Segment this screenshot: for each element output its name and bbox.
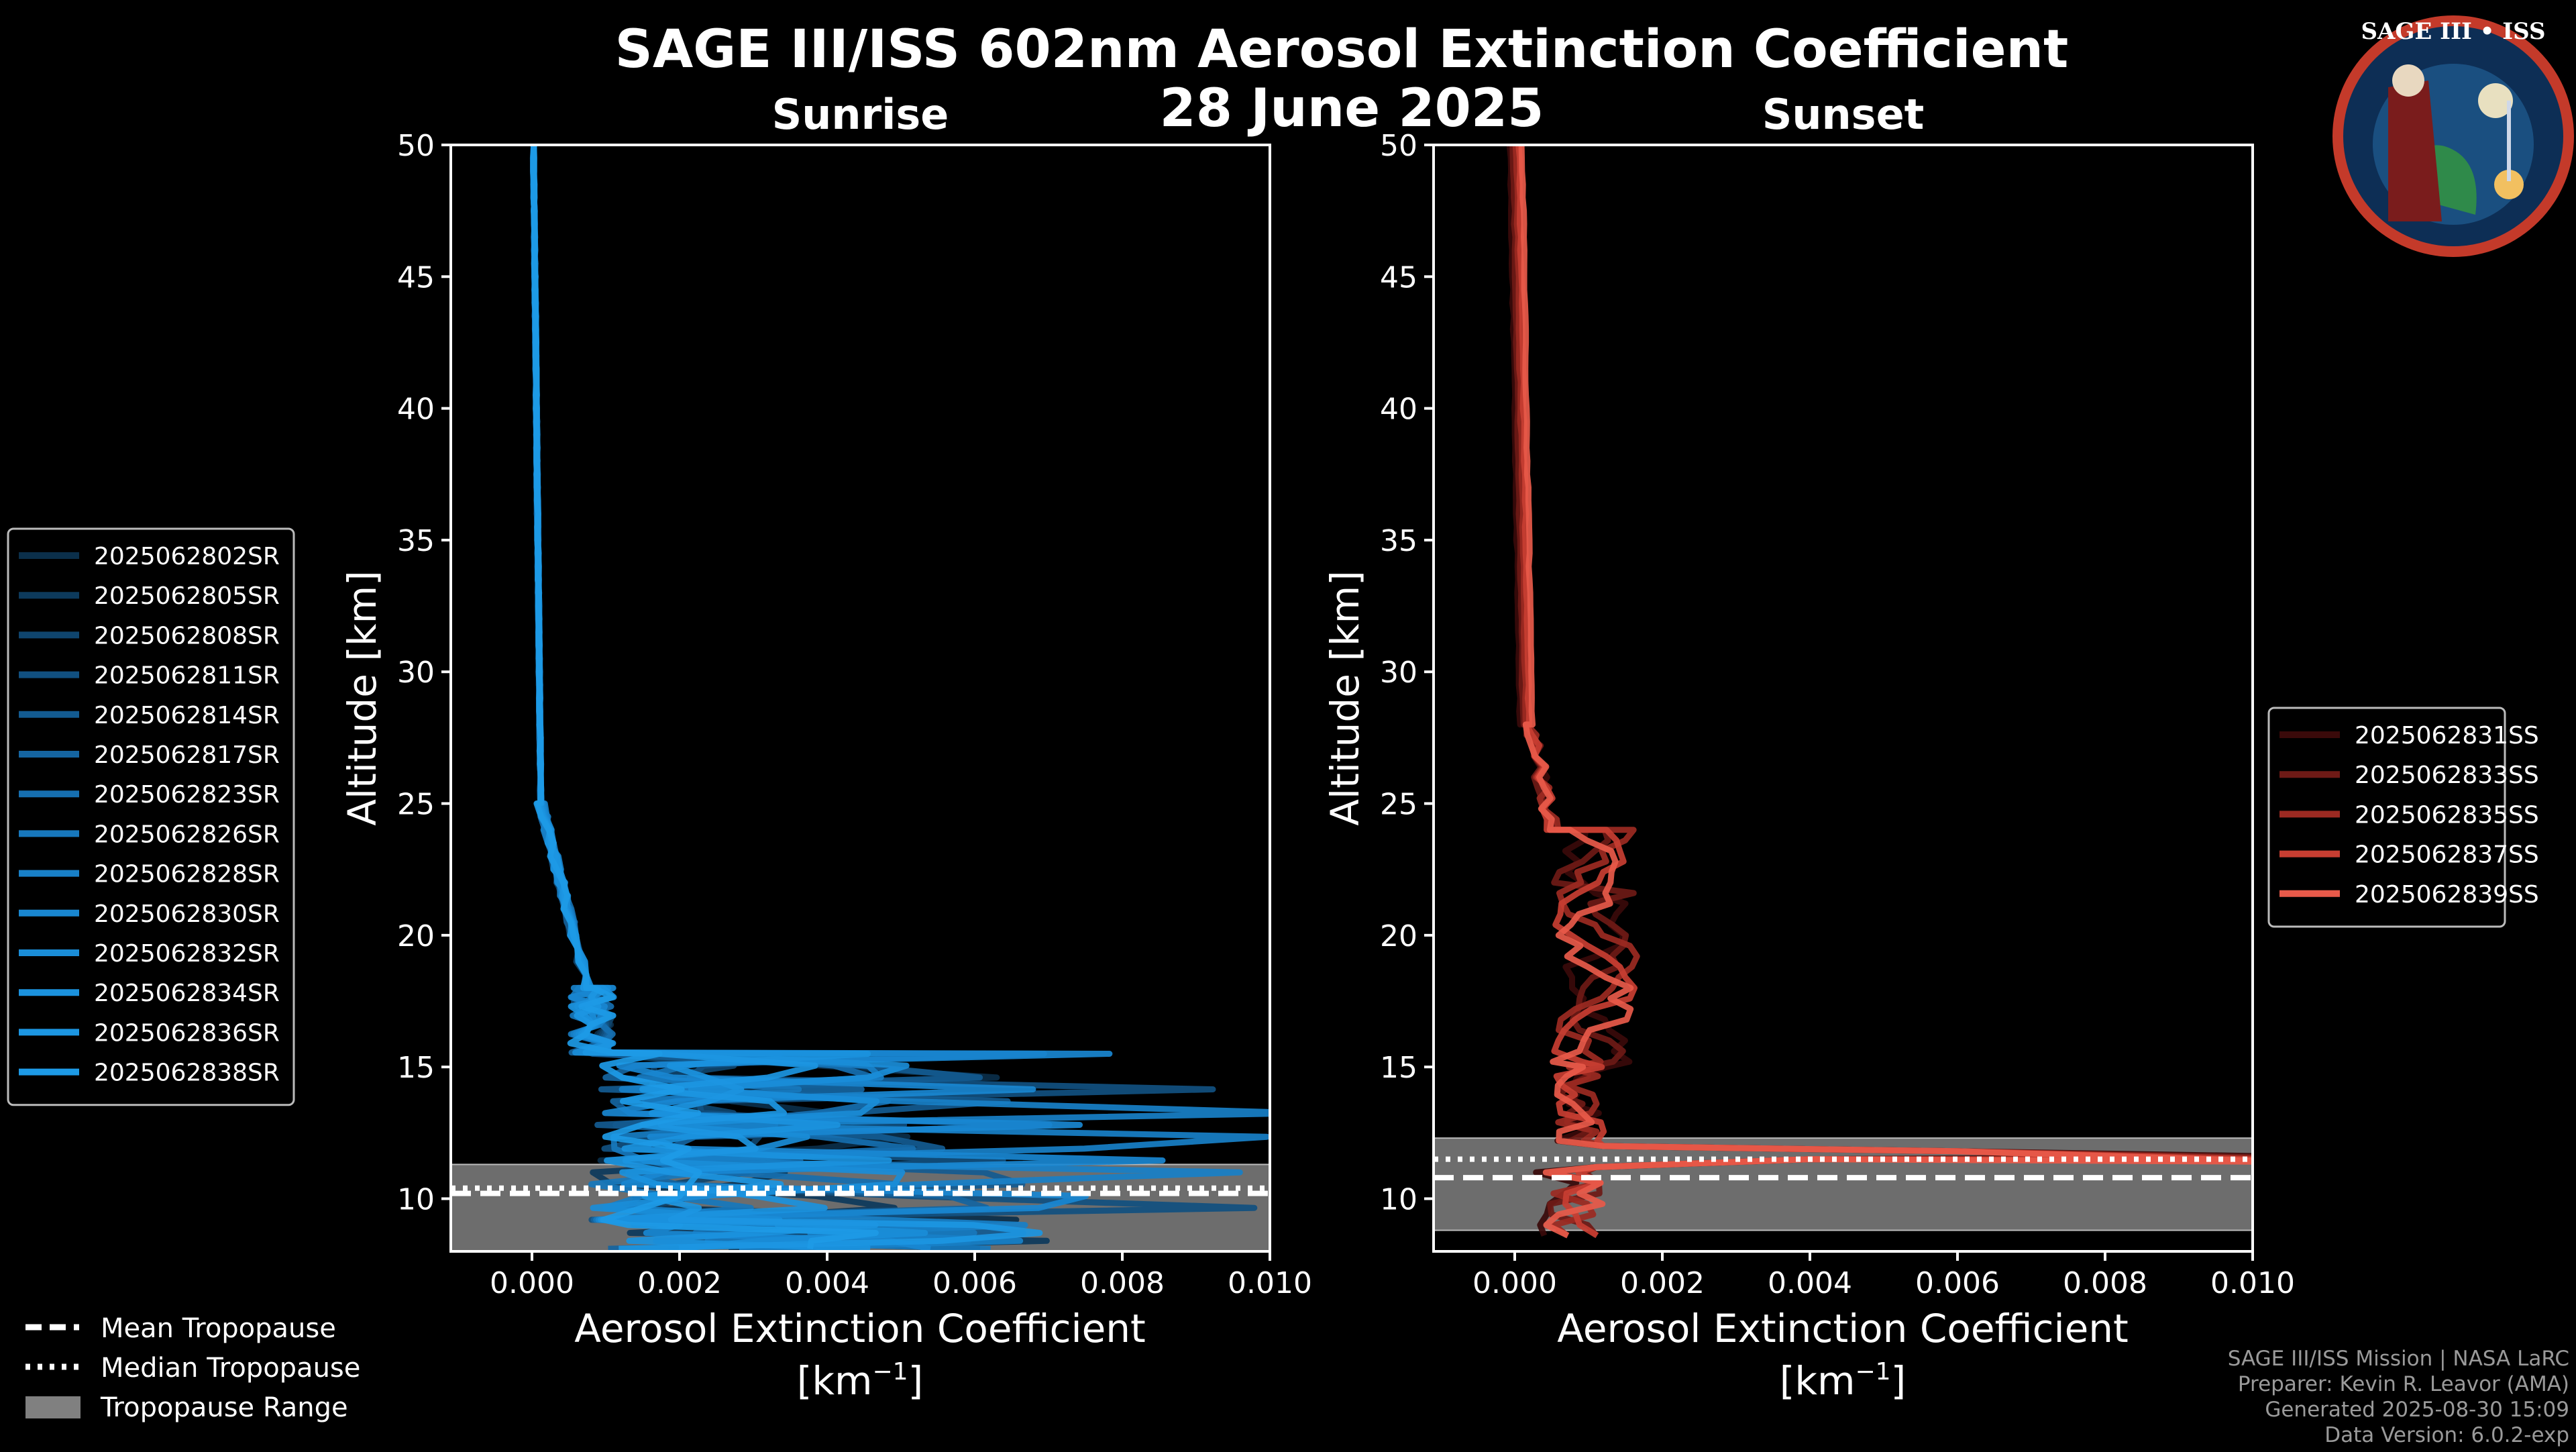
legend-entry-2025062830SR: 2025062830SR <box>94 900 280 928</box>
legend-tropopause-range: Tropopause Range <box>100 1392 348 1423</box>
x-tick-label: 0.000 <box>1472 1266 1557 1300</box>
x-axis-unit-base: [km <box>1780 1358 1856 1404</box>
profile-line-2025062831SS <box>1506 145 2253 1237</box>
legend-entry-2025062817SR: 2025062817SR <box>94 741 280 769</box>
plot-area <box>1434 145 2253 1239</box>
figure-title-line1: SAGE III/ISS 602nm Aerosol Extinction Co… <box>615 19 2069 80</box>
legend-entry-2025062811SR: 2025062811SR <box>94 662 280 690</box>
legend-entry-2025062834SR: 2025062834SR <box>94 980 280 1007</box>
tropopause-legend: Mean Tropopause Median Tropopause Tropop… <box>25 1313 360 1423</box>
legend-entry-2025062839SS: 2025062839SS <box>2355 881 2539 909</box>
x-axis-unit-end: ] <box>908 1358 924 1404</box>
y-tick-label: 30 <box>397 656 435 690</box>
legend-entry-2025062802SR: 2025062802SR <box>94 543 280 570</box>
y-tick-label: 40 <box>1380 393 1417 427</box>
sunrise-legend: 2025062802SR 2025062805SR 2025062808SR 2025… <box>7 527 295 1106</box>
x-tick-label: 0.006 <box>932 1266 1017 1300</box>
legend-entry-2025062823SR: 2025062823SR <box>94 781 280 809</box>
x-tick-label: 0.004 <box>1768 1266 1852 1300</box>
y-tick-label: 20 <box>1380 919 1417 953</box>
legend-median-tropopause: Median Tropopause <box>101 1353 360 1384</box>
y-tick-label: 15 <box>1380 1051 1417 1085</box>
legend-entry-2025062808SR: 2025062808SR <box>94 622 280 650</box>
y-tick-label: 10 <box>397 1182 435 1216</box>
legend-entry-2025062835SS: 2025062835SS <box>2355 801 2539 829</box>
legend-entry-2025062805SR: 2025062805SR <box>94 582 280 610</box>
x-tick-label: 0.002 <box>1620 1266 1705 1300</box>
y-tick-label: 50 <box>1380 129 1417 163</box>
credit-mission: SAGE III/ISS Mission | NASA LaRC <box>2228 1347 2569 1371</box>
y-tick-label: 35 <box>1380 524 1417 558</box>
plot-frame <box>449 144 1271 1253</box>
x-tick-label: 0.010 <box>1228 1266 1312 1300</box>
x-axis-unit-exponent: −1 <box>873 1358 908 1386</box>
credit-data-version: Data Version: 6.0.2-exp <box>2324 1423 2569 1447</box>
y-tick-label: 30 <box>1380 656 1417 690</box>
profile-line-2025062835SS <box>1512 145 2253 1238</box>
y-tick-label: 40 <box>397 393 435 427</box>
x-axis-label: Aerosol Extinction Coefficient <box>574 1306 1146 1351</box>
legend-entry-2025062828SR: 2025062828SR <box>94 861 280 888</box>
y-tick-label: 45 <box>1380 260 1417 295</box>
sunrise-panel: 0.000 0.002 0.004 0.006 0.008 0.010 10 15 20 25 30… <box>339 90 1312 1404</box>
x-tick-label: 0.002 <box>637 1266 722 1300</box>
profile-line-2025062839SS <box>1518 145 2253 1239</box>
y-tick-label: 25 <box>1380 788 1417 822</box>
legend-entry-2025062826SR: 2025062826SR <box>94 821 280 848</box>
x-tick-label: 0.004 <box>785 1266 869 1300</box>
y-tick-label: 50 <box>397 129 435 163</box>
legend-box <box>2267 707 2506 928</box>
legend-entry-2025062836SR: 2025062836SR <box>94 1019 280 1047</box>
x-axis-unit-base: [km <box>797 1358 873 1404</box>
x-tick-label: 0.008 <box>1080 1266 1165 1300</box>
legend-entry-2025062833SS: 2025062833SS <box>2355 762 2539 789</box>
y-tick-label: 35 <box>397 524 435 558</box>
y-tick-label: 15 <box>397 1051 435 1085</box>
legend-box <box>7 527 295 1106</box>
sage-iii-iss-logo-icon: SAGE III • ISS <box>2332 15 2574 257</box>
profile-line-2025062837SS <box>1515 145 2253 1239</box>
plot-frame <box>1432 144 2254 1253</box>
x-axis-unit-exponent: −1 <box>1856 1358 1891 1386</box>
logo-text: SAGE III • ISS <box>2361 18 2545 45</box>
legend-entry-2025062838SR: 2025062838SR <box>94 1059 280 1087</box>
x-tick-label: 0.006 <box>1915 1266 2000 1300</box>
y-axis-label: Altitude [km] <box>339 570 385 825</box>
y-tick-label: 25 <box>397 788 435 822</box>
y-tick-label: 10 <box>1380 1182 1417 1216</box>
legend-entry-2025062832SR: 2025062832SR <box>94 940 280 968</box>
y-tick-label: 20 <box>397 919 435 953</box>
credit-preparer: Preparer: Kevin R. Leavor (AMA) <box>2238 1372 2569 1396</box>
legend-entry-2025062831SS: 2025062831SS <box>2355 722 2539 749</box>
panel-title: Sunrise <box>772 90 949 139</box>
legend-entry-2025062814SR: 2025062814SR <box>94 702 280 729</box>
x-axis-unit-end: ] <box>1891 1358 1907 1404</box>
profile-line-2025062833SS <box>1509 145 2253 1238</box>
x-axis-unit: [km−1] <box>797 1358 923 1404</box>
plot-area <box>451 145 1270 1251</box>
legend-entry-2025062837SS: 2025062837SS <box>2355 841 2539 869</box>
x-tick-label: 0.000 <box>490 1266 574 1300</box>
credit-generated: Generated 2025-08-30 15:09 <box>2265 1398 2569 1422</box>
x-axis-label: Aerosol Extinction Coefficient <box>1557 1306 2129 1351</box>
sunset-legend: 2025062831SS 2025062833SS 2025062835SS 2025… <box>2267 707 2539 928</box>
legend-mean-tropopause: Mean Tropopause <box>101 1313 336 1344</box>
y-axis-label: Altitude [km] <box>1322 570 1368 825</box>
profile-line-2025062838SR <box>530 145 879 1249</box>
panel-title: Sunset <box>1762 90 1925 139</box>
credits: SAGE III/ISS Mission | NASA LaRC Prepare… <box>2228 1347 2569 1447</box>
sunset-panel: 0.000 0.002 0.004 0.006 0.008 0.010 10 15 20 25 30… <box>1322 90 2295 1404</box>
x-axis-unit: [km−1] <box>1780 1358 1906 1404</box>
x-tick-label: 0.010 <box>2210 1266 2295 1300</box>
y-tick-label: 45 <box>397 260 435 295</box>
figure-title-line2: 28 June 2025 <box>1160 79 1544 139</box>
x-tick-label: 0.008 <box>2063 1266 2147 1300</box>
